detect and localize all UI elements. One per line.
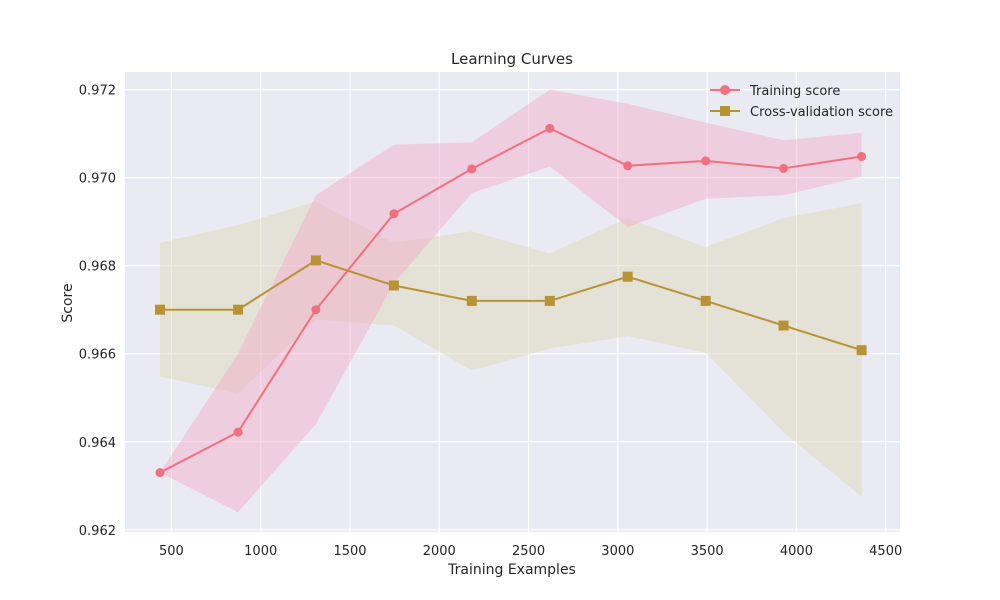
training-score-point (701, 156, 711, 166)
training-score-point (467, 164, 477, 174)
legend-cv-marker (720, 106, 730, 116)
training-score-band (160, 89, 862, 513)
grid-lines (125, 72, 900, 532)
training-score-point (545, 123, 555, 133)
cv-score-point (622, 271, 633, 282)
chart-title: Learning Curves (451, 50, 573, 68)
cv-score-line (160, 259, 862, 352)
y-tick-label: 0.970 (79, 172, 116, 187)
x-tick-label: 1500 (333, 544, 366, 559)
legend-training-marker (720, 85, 730, 95)
cv-score-point (856, 345, 867, 356)
x-tick-label: 3500 (691, 544, 724, 559)
x-tick-label: 2000 (423, 544, 456, 559)
x-tick-label: 4500 (869, 544, 902, 559)
legend: Training score Cross-validation score (710, 84, 893, 120)
cv-score-point (466, 295, 477, 306)
training-score-point (779, 163, 789, 173)
training-score-point (857, 152, 867, 162)
confidence-bands (160, 89, 862, 513)
cv-score-point (778, 320, 789, 331)
x-tick-labels: 500 1000 1500 2000 2500 3000 3500 4000 4500 (159, 544, 902, 559)
x-tick-label: 4000 (780, 544, 813, 559)
training-score-point (623, 161, 633, 171)
x-tick-label: 2500 (512, 544, 545, 559)
series-lines (159, 127, 862, 474)
legend-cv-label: Cross-validation score (750, 105, 893, 120)
cv-score-band (160, 201, 862, 497)
y-tick-label: 0.966 (79, 348, 116, 363)
cv-score-point (700, 295, 711, 306)
x-tick-label: 1000 (244, 544, 277, 559)
training-score-point (389, 209, 399, 219)
x-axis-label: Training Examples (447, 562, 576, 578)
y-tick-labels: 0.962 0.964 0.966 0.968 0.970 0.972 (79, 84, 116, 539)
cv-score-point (388, 280, 399, 291)
cv-score-point (310, 255, 321, 266)
legend-training-label: Training score (749, 84, 840, 99)
y-tick-label: 0.962 (79, 524, 116, 539)
y-tick-label: 0.972 (79, 84, 116, 99)
y-tick-label: 0.964 (79, 436, 116, 451)
cv-score-point (544, 295, 555, 306)
training-score-line (159, 127, 862, 474)
y-axis-label: Score (60, 283, 76, 322)
training-score-point (233, 427, 243, 437)
cv-score-point (155, 304, 165, 315)
y-tick-label: 0.968 (79, 260, 116, 275)
training-score-point (155, 468, 165, 478)
training-score-point (311, 305, 321, 315)
cv-score-point (233, 304, 244, 315)
series-markers (155, 123, 867, 478)
x-tick-label: 500 (159, 544, 184, 559)
x-tick-label: 3000 (601, 544, 634, 559)
